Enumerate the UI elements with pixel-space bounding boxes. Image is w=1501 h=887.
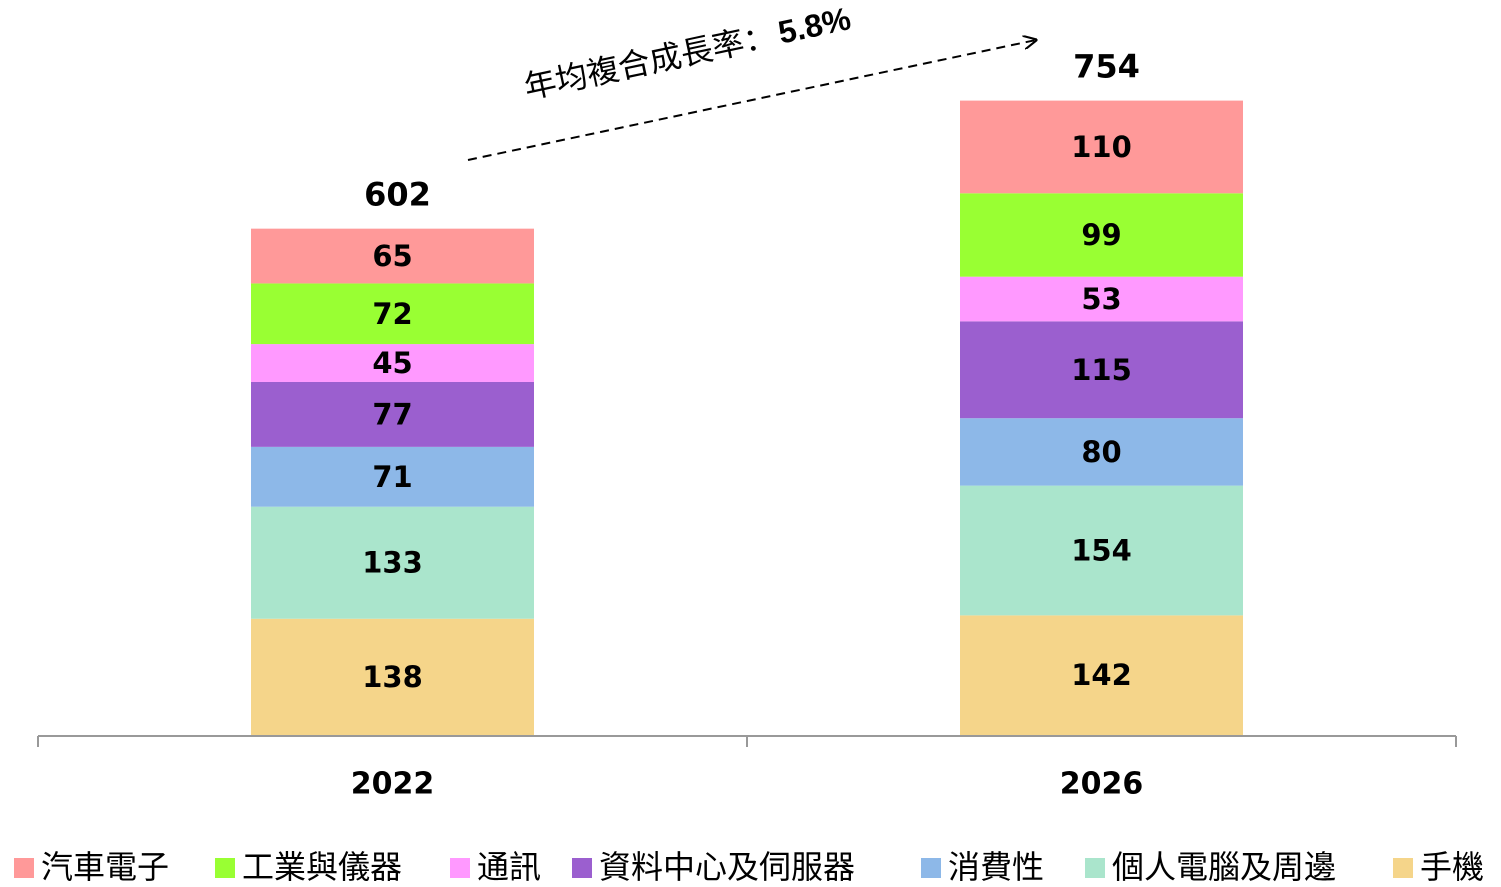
legend-label: 手機 <box>1420 848 1484 886</box>
annotation: 年均複合成長率：5.8% <box>521 0 855 106</box>
total-label: 754 <box>1073 48 1140 86</box>
segment-label: 71 <box>372 460 412 494</box>
segment-label: 133 <box>362 546 423 580</box>
segment-label: 72 <box>372 297 412 331</box>
segment-label: 138 <box>362 660 423 694</box>
segment-label: 154 <box>1071 533 1132 567</box>
segment-label: 53 <box>1081 282 1121 316</box>
bar-segment <box>251 228 534 284</box>
legend-label: 通訊 <box>477 848 541 886</box>
legend-label: 工業與儀器 <box>242 848 402 886</box>
segment-label: 115 <box>1071 353 1132 387</box>
bar-segment <box>251 344 534 382</box>
legend-swatch <box>572 858 592 878</box>
bar-segment <box>251 283 534 345</box>
bar-segment <box>960 100 1243 194</box>
segment-label: 142 <box>1071 658 1132 692</box>
segment-label: 80 <box>1081 435 1121 469</box>
legend-swatch <box>921 858 941 878</box>
legend-label: 資料中心及伺服器 <box>599 848 855 886</box>
bar-segment <box>251 446 534 507</box>
legend-swatch <box>1085 858 1105 878</box>
x-tick-label: 2022 <box>351 767 435 802</box>
bar-segment <box>960 193 1243 277</box>
bar-segment <box>960 276 1243 322</box>
bar-segment <box>251 506 534 619</box>
segment-label: 77 <box>372 397 412 431</box>
segment-label: 45 <box>372 346 412 380</box>
total-label: 602 <box>364 176 431 214</box>
legend-label: 汽車電子 <box>41 848 169 886</box>
annotation-rate: 5.8% <box>775 1 854 51</box>
legend-swatch <box>215 858 235 878</box>
growth-arrow <box>467 40 1036 161</box>
legend-label: 消費性 <box>948 848 1044 886</box>
segment-label: 110 <box>1071 130 1132 164</box>
legend-swatch <box>450 858 470 878</box>
bar-segment <box>960 485 1243 616</box>
segment-label: 65 <box>372 239 412 273</box>
bar-segment <box>251 381 534 447</box>
bar-segment <box>960 418 1243 486</box>
x-tick-label: 2026 <box>1060 767 1144 802</box>
annotation-text: 年均複合成長率： <box>521 16 779 106</box>
bar-segment <box>960 615 1243 735</box>
bar-segment <box>960 321 1243 419</box>
legend-label: 個人電腦及周邊 <box>1112 848 1336 886</box>
legend-swatch <box>14 858 34 878</box>
segment-label: 99 <box>1081 218 1121 252</box>
bar-segment <box>251 618 534 735</box>
legend-swatch <box>1393 858 1413 878</box>
